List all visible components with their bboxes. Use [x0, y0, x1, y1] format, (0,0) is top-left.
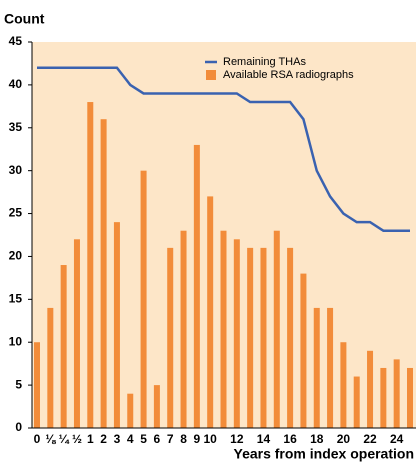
x-tick-label: ½ [72, 432, 82, 446]
bar [220, 230, 227, 428]
x-tick-label: 18 [310, 432, 324, 446]
x-tick-label: 2 [100, 432, 107, 446]
bar [353, 376, 360, 428]
bar [380, 367, 387, 428]
y-tick-label: 40 [9, 77, 23, 91]
x-tick-label: 16 [283, 432, 297, 446]
y-tick-label: 15 [9, 292, 23, 306]
bar [233, 239, 240, 428]
bar [300, 273, 307, 428]
x-tick-label: 10 [203, 432, 217, 446]
y-tick-label: 0 [15, 420, 22, 434]
bar [260, 247, 267, 428]
bar [367, 350, 374, 428]
x-tick-label: 6 [154, 432, 161, 446]
legend-label: Remaining THAs [223, 56, 306, 68]
bar [247, 247, 254, 428]
x-tick-label: 1 [87, 432, 94, 446]
x-tick-label: ⅛ [45, 432, 56, 446]
x-tick-label: 24 [390, 432, 404, 446]
bar [180, 230, 187, 428]
x-tick-label: 9 [194, 432, 201, 446]
x-tick-label: 8 [180, 432, 187, 446]
x-axis-title: Years from index operation [234, 446, 415, 462]
y-tick-label: 5 [15, 377, 22, 391]
legend-label: Available RSA radiographs [223, 69, 354, 81]
y-tick-label: 25 [9, 206, 23, 220]
x-tick-label: 20 [337, 432, 351, 446]
bar [193, 144, 200, 428]
y-tick-label: 45 [9, 34, 23, 48]
bar [140, 170, 147, 428]
bar [127, 393, 134, 428]
bar [100, 119, 107, 428]
bar [327, 307, 334, 428]
y-tick-label: 20 [9, 249, 23, 263]
x-tick-label: 12 [230, 432, 244, 446]
bar [287, 247, 294, 428]
bar [113, 222, 120, 428]
legend-swatch [206, 70, 216, 80]
x-tick-label: 0 [34, 432, 41, 446]
bar [73, 239, 80, 428]
line [37, 66, 410, 232]
bar [153, 385, 160, 428]
x-tick-label: 7 [167, 432, 174, 446]
y-tick-label: 10 [9, 334, 23, 348]
bar [340, 342, 347, 428]
bar [207, 196, 214, 428]
bar [167, 247, 174, 428]
bar [273, 230, 280, 428]
y-tick-label: 35 [9, 120, 23, 134]
x-tick-label: 3 [114, 432, 121, 446]
bar [407, 367, 413, 428]
x-tick-label: 22 [363, 432, 377, 446]
x-tick-label: 4 [127, 432, 134, 446]
bar [47, 307, 54, 428]
x-tick-label: 14 [257, 432, 271, 446]
bar [34, 342, 40, 428]
y-axis-title: Count [4, 11, 45, 27]
x-tick-label: 5 [140, 432, 147, 446]
bar [313, 307, 320, 428]
bar [393, 359, 400, 428]
bar [60, 265, 67, 428]
y-tick-label: 30 [9, 163, 23, 177]
bar [87, 102, 94, 429]
x-tick-label: ¼ [59, 432, 70, 446]
